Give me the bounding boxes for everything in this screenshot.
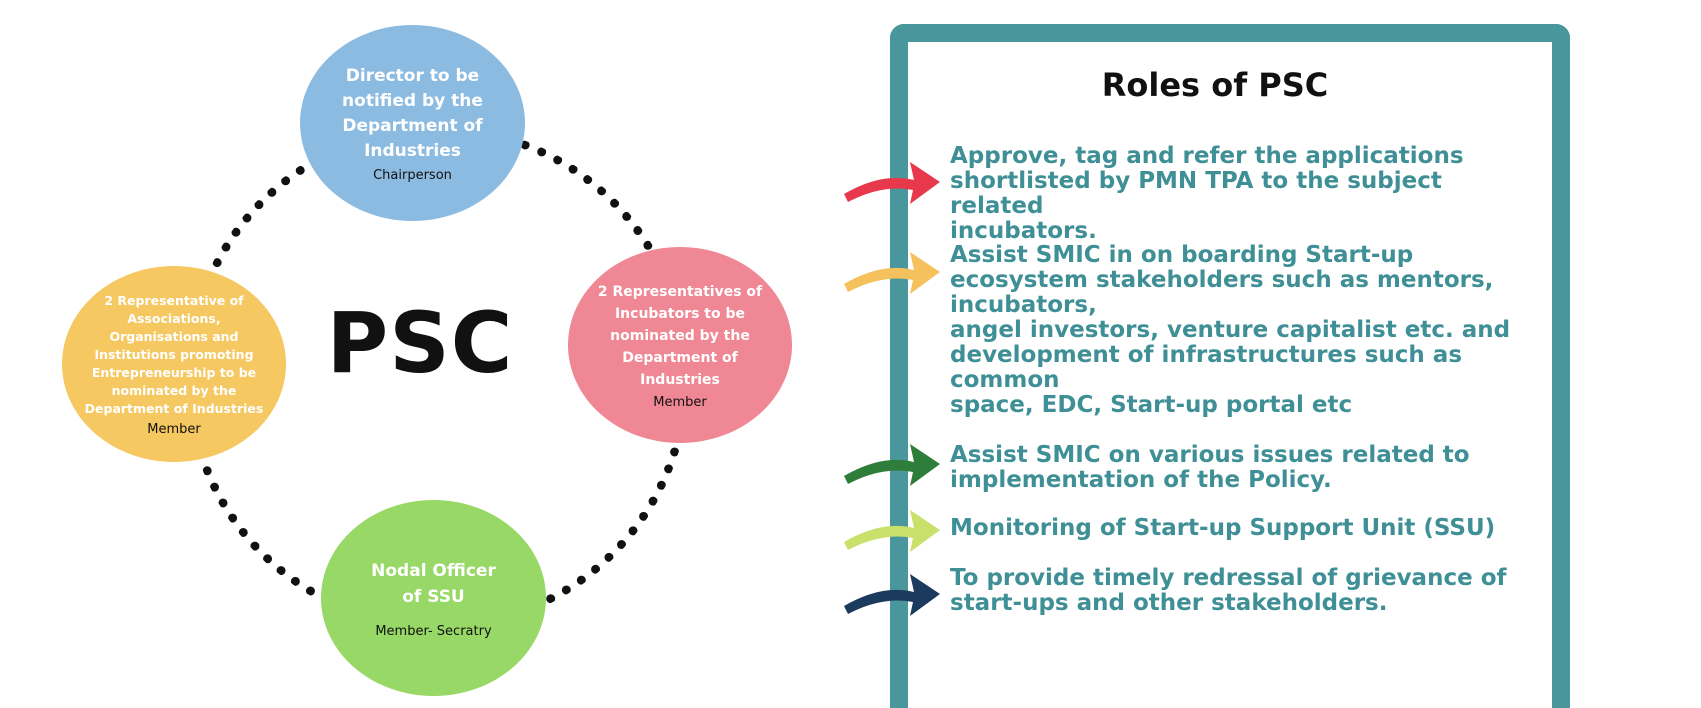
arrow-icon [844,574,940,616]
node-title: Nodal Officer of SSU [371,560,496,607]
role-item: Assist SMIC in on boarding Start-up ecos… [950,242,1511,418]
panel-title: Roles of PSC [1101,66,1329,104]
arrow-icon [844,444,940,486]
node-nodal-officer: Nodal Officer of SSU Member- Secratry [321,500,546,696]
role-item: Approve, tag and refer the applications … [950,143,1464,244]
role-item: Monitoring of Start-up Support Unit (SSU… [950,515,1496,541]
arrow-icon [844,162,940,204]
center-label: PSC [326,294,514,392]
node-association-representatives: 2 Representative of Associations, Organi… [62,266,286,462]
node-title: 2 Representative of Associations, Organi… [84,292,264,416]
node-title: 2 Representatives of Incubators to be no… [597,283,763,388]
node-role: Member [653,394,707,410]
node-title: Director to be notified by the Departmen… [342,65,483,161]
role-item: Assist SMIC on various issues related to… [950,442,1470,493]
node-chairperson: Director to be notified by the Departmen… [300,25,525,221]
node-role: Member- Secratry [375,623,492,639]
roles-panel [890,24,1570,708]
node-incubator-representatives: 2 Representatives of Incubators to be no… [568,247,792,443]
arrow-icon [844,510,940,552]
node-role: Member [147,421,201,437]
role-item: To provide timely redressal of grievance… [950,565,1507,616]
arrow-icon [844,252,940,294]
node-role: Chairperson [373,167,452,183]
